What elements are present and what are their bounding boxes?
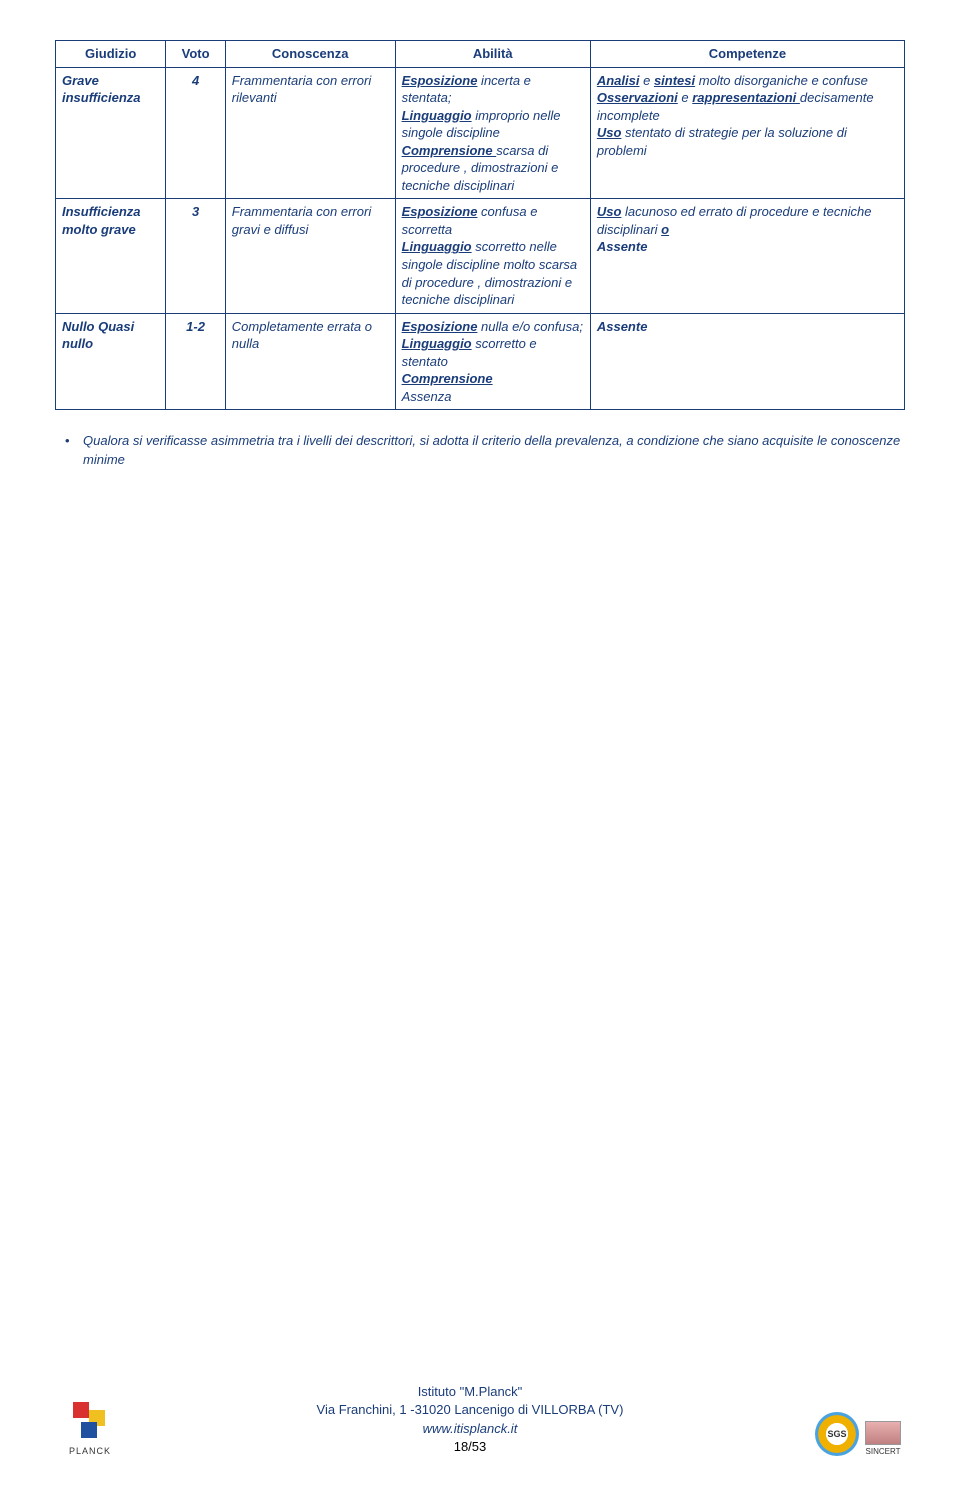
text: nulla e/o confusa; (477, 319, 583, 334)
sincert-block: SINCERT (863, 1421, 903, 1456)
sgs-text: SGS (827, 1429, 846, 1439)
cell-giudizio: Insufficienza molto grave (56, 199, 166, 313)
label-linguaggio: Linguaggio (402, 239, 472, 254)
header-competenze: Competenze (590, 41, 904, 68)
cell-abilita: Esposizione nulla e/o confusa; Linguaggi… (395, 313, 590, 410)
header-giudizio: Giudizio (56, 41, 166, 68)
cell-abilita: Esposizione incerta e stentata; Linguagg… (395, 67, 590, 199)
label-esposizione: Esposizione (402, 204, 478, 219)
header-conoscenza: Conoscenza (225, 41, 395, 68)
planck-logo-block: PLANCK (55, 1402, 125, 1456)
label-comprensione: Comprensione (402, 143, 497, 158)
sincert-label: SINCERT (863, 1447, 903, 1456)
label-esposizione: Esposizione (402, 73, 478, 88)
text: stentato di strategie per la soluzione d… (597, 125, 847, 158)
label-o: o (661, 222, 669, 237)
label-linguaggio: Linguaggio (402, 108, 472, 123)
cell-abilita: Esposizione confusa e scorretta Linguagg… (395, 199, 590, 313)
table-header-row: Giudizio Voto Conoscenza Abilità Compete… (56, 41, 905, 68)
header-voto: Voto (166, 41, 225, 68)
label-comprensione: Comprensione (402, 371, 493, 386)
text: molto disorganiche e confuse (695, 73, 868, 88)
label-linguaggio: Linguaggio (402, 336, 472, 351)
cell-conoscenza: Frammentaria con errori gravi e diffusi (225, 199, 395, 313)
cell-voto: 1-2 (166, 313, 225, 410)
header-abilita: Abilità (395, 41, 590, 68)
label-uso: Uso (597, 204, 622, 219)
cell-giudizio: Nullo Quasi nullo (56, 313, 166, 410)
label-osservazioni: Osservazioni (597, 90, 678, 105)
text-assenza: Assenza (402, 389, 452, 404)
cell-giudizio: Grave insufficienza (56, 67, 166, 199)
table-row: Insufficienza molto grave 3 Frammentaria… (56, 199, 905, 313)
label-assente: Assente (597, 239, 648, 254)
footer-center: Istituto "M.Planck" Via Franchini, 1 -31… (125, 1383, 815, 1456)
cell-competenze: Uso lacunoso ed errato di procedure e te… (590, 199, 904, 313)
cell-voto: 4 (166, 67, 225, 199)
label-rappresentazioni: rappresentazioni (692, 90, 800, 105)
grading-table: Giudizio Voto Conoscenza Abilità Compete… (55, 40, 905, 410)
text: lacunoso ed errato di procedure e tecnic… (597, 204, 872, 237)
footer-link: www.itisplanck.it (125, 1420, 815, 1438)
footer-line1: Istituto "M.Planck" (125, 1383, 815, 1401)
label-assente: Assente (597, 319, 648, 334)
footer-line2: Via Franchini, 1 -31020 Lancenigo di VIL… (125, 1401, 815, 1419)
label-uso: Uso (597, 125, 622, 140)
planck-logo-icon (69, 1402, 111, 1444)
label-sintesi: sintesi (654, 73, 695, 88)
text: e (639, 73, 653, 88)
label-analisi: Analisi (597, 73, 640, 88)
sgs-badge-icon: SGS (815, 1412, 859, 1456)
sincert-icon (865, 1421, 901, 1445)
table-row: Grave insufficienza 4 Frammentaria con e… (56, 67, 905, 199)
page-number: 18/53 (125, 1438, 815, 1456)
label-esposizione: Esposizione (402, 319, 478, 334)
cell-competenze: Analisi e sintesi molto disorganiche e c… (590, 67, 904, 199)
page-footer: PLANCK Istituto "M.Planck" Via Franchini… (0, 1383, 960, 1456)
table-row: Nullo Quasi nullo 1-2 Completamente erra… (56, 313, 905, 410)
cell-conoscenza: Frammentaria con errori rilevanti (225, 67, 395, 199)
cell-competenze: Assente (590, 313, 904, 410)
planck-label: PLANCK (69, 1446, 111, 1456)
cert-logos: SGS SINCERT (815, 1412, 905, 1456)
cell-voto: 3 (166, 199, 225, 313)
text: e (678, 90, 692, 105)
note-text: Qualora si verificasse asimmetria tra i … (55, 432, 905, 468)
cell-conoscenza: Completamente errata o nulla (225, 313, 395, 410)
